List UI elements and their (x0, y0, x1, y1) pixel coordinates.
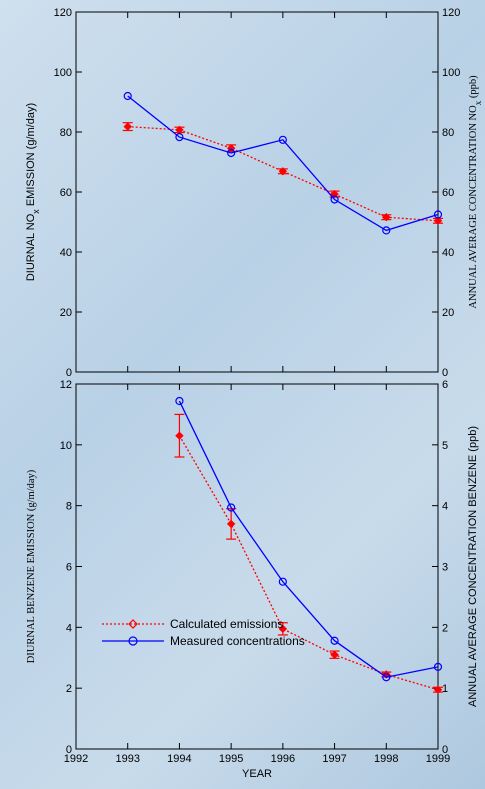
x-axis-title: YEAR (242, 768, 272, 780)
title-rest: EMISSION (g/m/day) (25, 103, 37, 209)
legend-label-calculated-emissions: Calculated emissions (170, 617, 283, 631)
y-tick-label-right: 1 (442, 683, 448, 695)
x-tick-label: 1996 (271, 753, 295, 765)
y-tick-label: 8 (66, 501, 72, 513)
legend: Calculated emissions Measured concentrati… (102, 617, 305, 648)
plot-frame (76, 384, 438, 749)
x-tick-label: 1998 (374, 753, 398, 765)
y-tick-label-right: 40 (442, 247, 454, 259)
y-tick-label-right: 5 (442, 440, 448, 452)
y-tick-label-right: 6 (442, 379, 448, 391)
calculated-emissions-point (124, 123, 131, 130)
y-tick-label: 0 (66, 744, 72, 756)
y-tick-label: 40 (60, 247, 72, 259)
plot-frame (76, 12, 438, 372)
y-tick-label-right: 100 (442, 67, 460, 79)
calculated-emissions-point (228, 520, 235, 527)
y-tick-label-right: 4 (442, 501, 448, 513)
y-tick-label: 2 (66, 683, 72, 695)
y-tick-label: 12 (60, 379, 72, 391)
y-tick-label: 80 (60, 127, 72, 139)
y-tick-label: 20 (60, 307, 72, 319)
y-axis-title: DIURNAL NOx EMISSION (g/m/day) (25, 103, 41, 281)
y-tick-label-right: 2 (442, 622, 448, 634)
y-tick-label-right: 3 (442, 562, 448, 574)
y-axis-title-right: ANNUAL AVERAGE CONCENTRATION BENZENE (pp… (467, 426, 479, 707)
x-tick-label: 1994 (167, 753, 191, 765)
y-tick-label-right: 80 (442, 127, 454, 139)
y-axis-title-right: ANNUAL AVERAGE CONCENTRATION NOx (ppb) (468, 75, 483, 309)
y-tick-label: 100 (54, 67, 72, 79)
calculated-emissions-point (331, 651, 338, 658)
y-tick-label-right: 0 (442, 744, 448, 756)
chart-nox: 0 20 40 60 80 100 120 0 20 40 60 80 100 120 DIURNAL NO… (25, 7, 483, 379)
y-tick-label-right: 120 (442, 7, 460, 19)
y-tick-label-right: 60 (442, 187, 454, 199)
chart-benzene: 1992 1993 1994 1995 1996 1997 1998 199902468101… (26, 379, 479, 780)
x-tick-label: 1997 (322, 753, 346, 765)
x-tick-label: 1995 (219, 753, 243, 765)
calculated-emissions-point (176, 432, 183, 439)
legend-label-measured-concentrations: Measured concentrations (170, 634, 305, 648)
y-tick-label: 0 (66, 367, 72, 379)
y-tick-label: 60 (60, 187, 72, 199)
calculated-emissions-line (179, 436, 438, 690)
y-tick-label: 6 (66, 562, 72, 574)
y-tick-label-right: 20 (442, 307, 454, 319)
y-tick-label: 120 (54, 7, 72, 19)
y-tick-label: 4 (66, 622, 72, 634)
y-tick-label-right: 0 (442, 367, 448, 379)
x-tick-label: 1993 (115, 753, 139, 765)
y-axis-title: DIURNAL BENZENE EMISSION (g/m/day) (26, 469, 37, 663)
title-rest: (ppb) (468, 75, 479, 101)
measured-concentrations-line (128, 96, 438, 230)
y-tick-label: 10 (60, 440, 72, 452)
